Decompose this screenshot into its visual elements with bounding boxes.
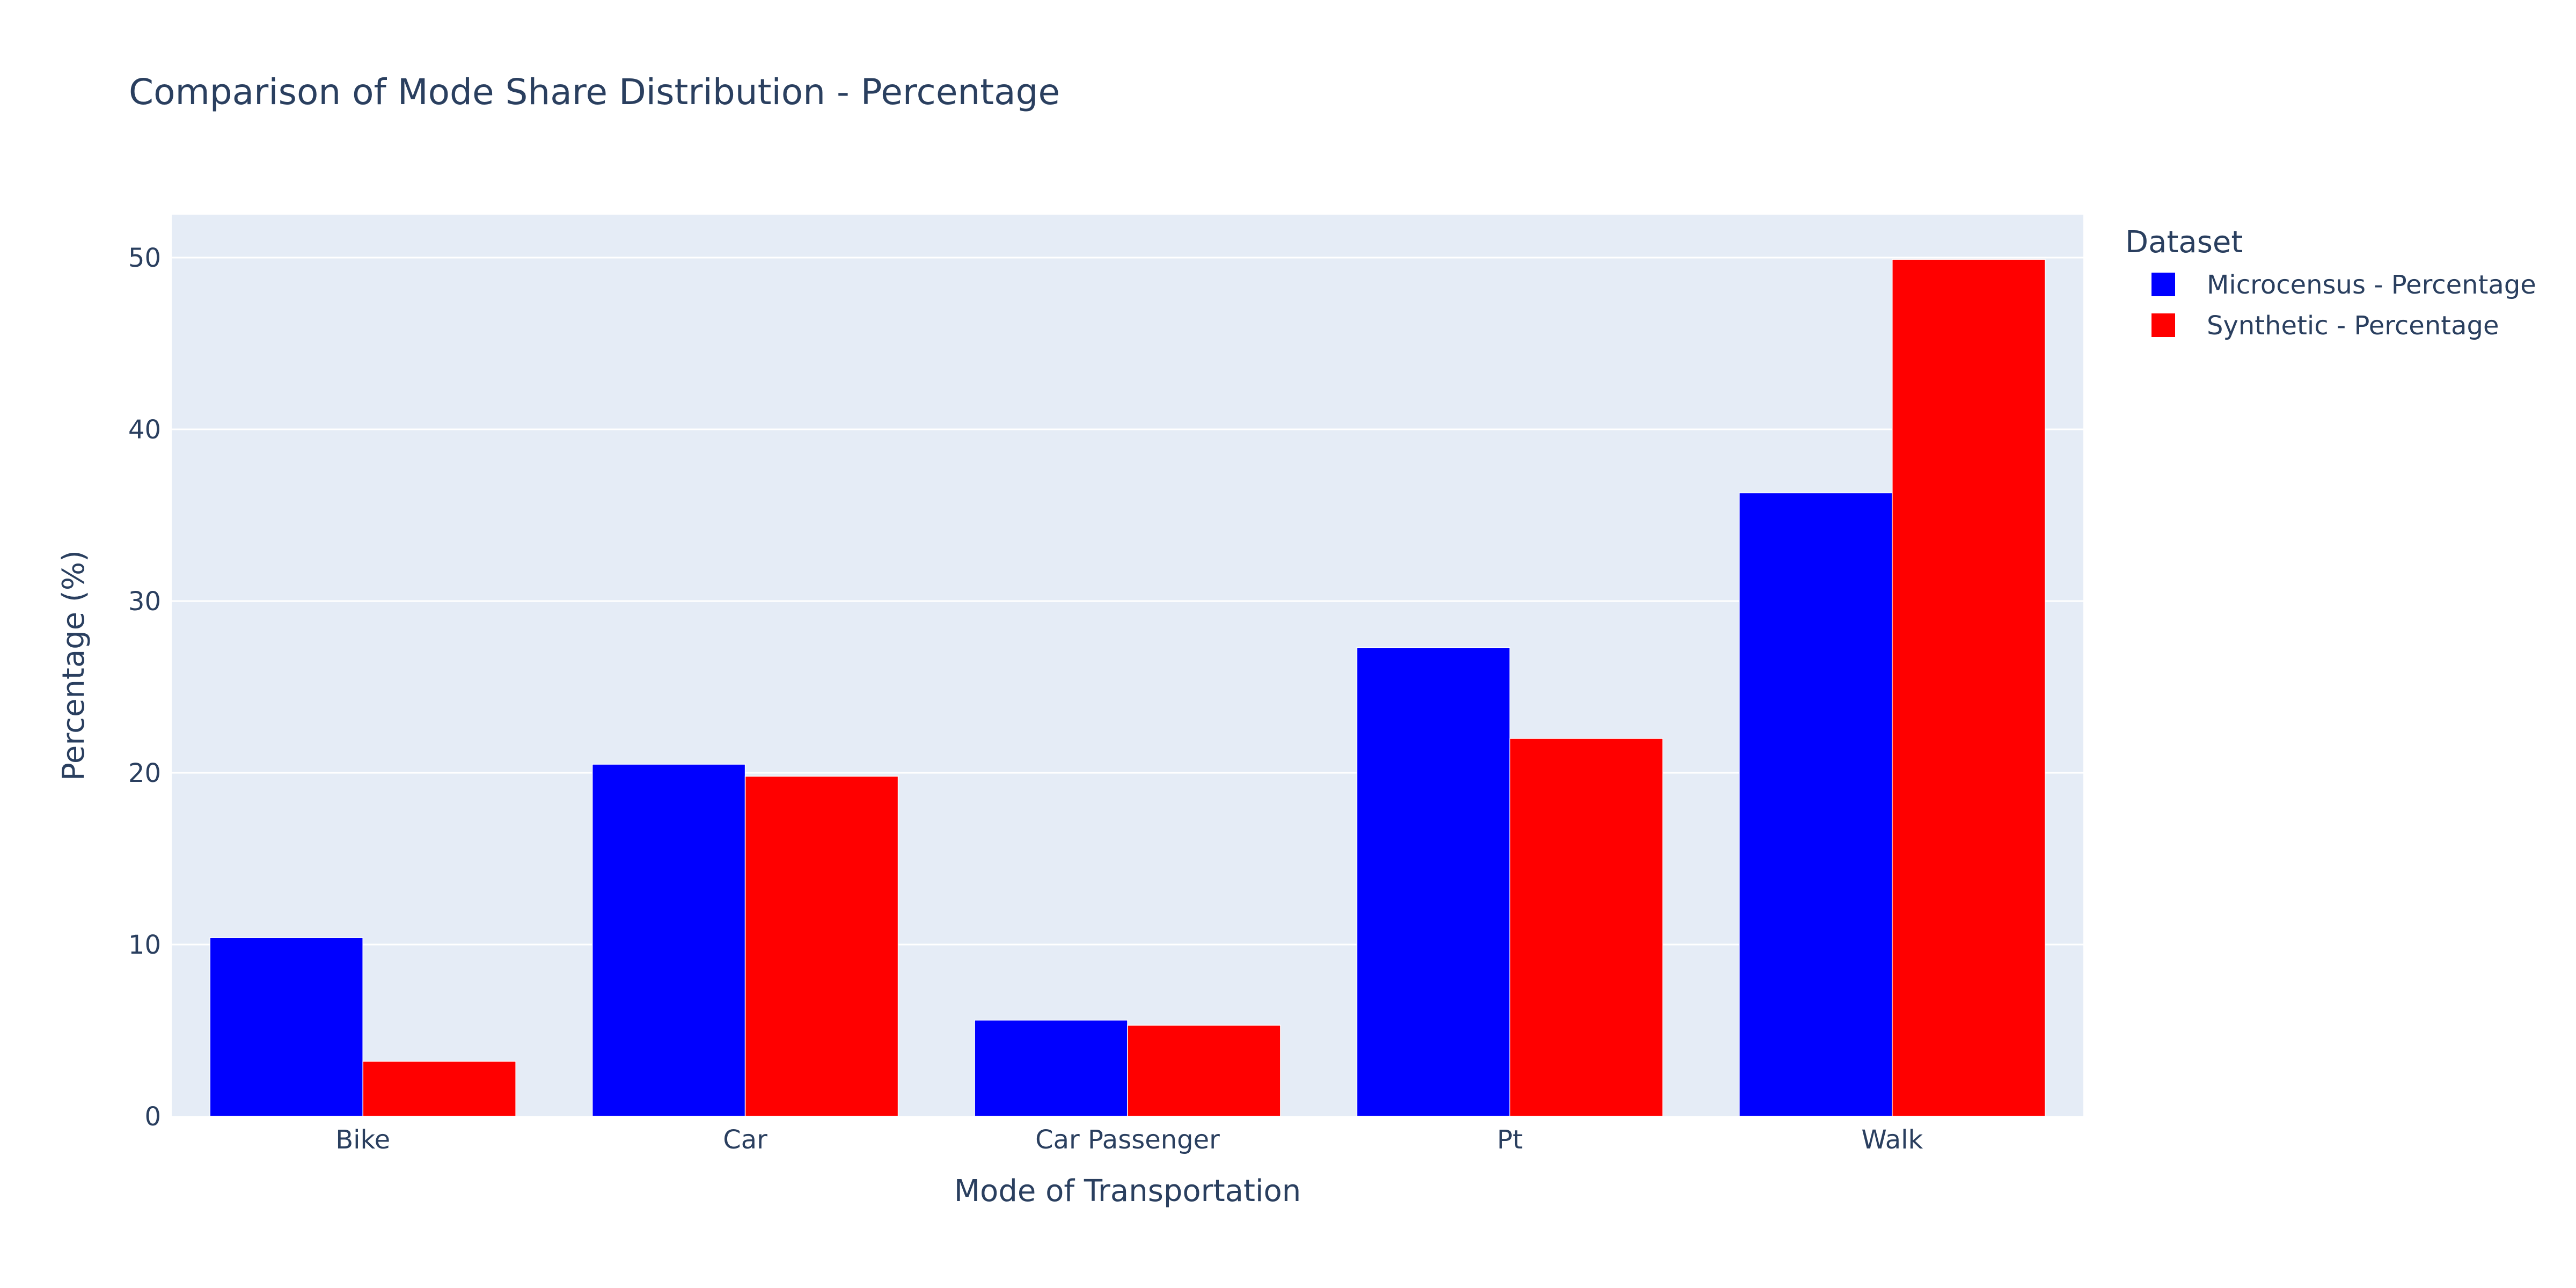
- y-tick-label: 10: [128, 930, 161, 960]
- bar-microcensus-car[interactable]: [591, 764, 746, 1117]
- x-tick-label: Pt: [1497, 1125, 1523, 1155]
- legend-swatch: [2151, 313, 2175, 337]
- bar-synthetic-car[interactable]: [744, 775, 899, 1117]
- chart-title: Comparison of Mode Share Distribution - …: [129, 71, 1060, 113]
- y-tick-label: 20: [128, 758, 161, 788]
- legend-label[interactable]: Synthetic - Percentage: [2207, 311, 2499, 341]
- x-axis-ticks: Bike Car Car Passenger Pt Walk: [335, 1125, 1923, 1155]
- legend: Dataset Microcensus - Percentage Syntheti…: [2125, 225, 2536, 341]
- bar-microcensus-walk[interactable]: [1739, 492, 1893, 1117]
- legend-swatch: [2151, 273, 2175, 296]
- bar-synthetic-bike[interactable]: [362, 1060, 516, 1117]
- y-axis-ticks: 0 10 20 30 40 50: [128, 243, 161, 1132]
- bars[interactable]: [209, 259, 2046, 1117]
- y-tick-label: 40: [128, 415, 161, 445]
- bar-microcensus-bike[interactable]: [209, 937, 363, 1117]
- bar-synthetic-car-passenger[interactable]: [1127, 1024, 1281, 1117]
- y-tick-label: 0: [144, 1102, 161, 1132]
- y-axis-title: Percentage (%): [56, 550, 91, 781]
- legend-items[interactable]: Microcensus - Percentage Synthetic - Perc…: [2151, 270, 2536, 341]
- bar-microcensus-car-passenger[interactable]: [974, 1020, 1128, 1117]
- x-tick-label: Car: [723, 1125, 767, 1155]
- x-axis-title: Mode of Transportation: [954, 1174, 1301, 1209]
- x-tick-label: Bike: [335, 1125, 390, 1155]
- bar-synthetic-pt[interactable]: [1509, 738, 1664, 1117]
- y-tick-label: 50: [128, 243, 161, 273]
- x-tick-label: Car Passenger: [1035, 1125, 1220, 1155]
- bar-synthetic-walk[interactable]: [1892, 259, 2046, 1117]
- y-tick-label: 30: [128, 587, 161, 617]
- legend-label[interactable]: Microcensus - Percentage: [2207, 270, 2536, 300]
- x-tick-label: Walk: [1861, 1125, 1923, 1155]
- legend-title: Dataset: [2125, 225, 2243, 260]
- bar-microcensus-pt[interactable]: [1356, 647, 1511, 1117]
